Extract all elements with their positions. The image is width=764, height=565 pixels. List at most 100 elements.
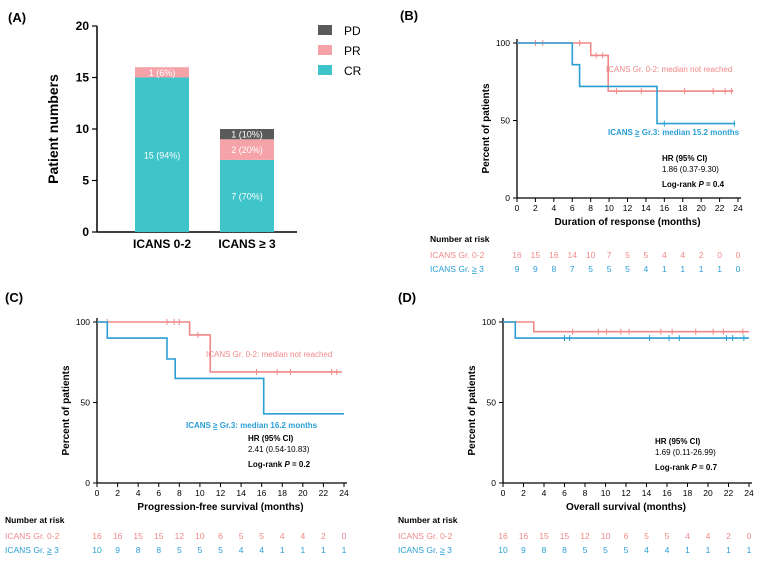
x-tick-label: 8 xyxy=(588,203,593,213)
annotation-ge: ≥ xyxy=(213,421,218,430)
label-text: 3 xyxy=(52,545,59,555)
risk-value: 10 xyxy=(498,545,508,555)
risk-value: 15 xyxy=(539,531,549,541)
label-text: 3 xyxy=(445,545,452,555)
label-text: ICANS Gr. xyxy=(398,545,440,555)
risk-row-label: ICANS Gr. 0-2 xyxy=(5,531,60,541)
series-annotation: ICANS ≥ Gr.3: median 15.2 months xyxy=(608,128,740,137)
risk-value: 8 xyxy=(542,545,547,555)
risk-value: 9 xyxy=(115,545,120,555)
x-tick-label: 8 xyxy=(583,488,588,498)
x-tick-label: 4 xyxy=(551,203,556,213)
panel-label: (D) xyxy=(398,290,416,305)
x-tick-label: 18 xyxy=(678,203,688,213)
bar-pr xyxy=(135,67,189,78)
risk-value: 8 xyxy=(136,545,141,555)
risk-value: 4 xyxy=(259,545,264,555)
hr-label: HR (95% CI) xyxy=(655,437,701,446)
risk-value: 1 xyxy=(680,264,685,274)
km-curve-gr02 xyxy=(97,321,342,373)
risk-value: 0 xyxy=(736,264,741,274)
y-tick-label: 100 xyxy=(76,317,90,327)
legend-label: PD xyxy=(344,24,361,38)
y-axis-title: Percent of patients xyxy=(61,365,72,455)
risk-value: 8 xyxy=(562,545,567,555)
risk-row-label: ICANS Gr. 0-2 xyxy=(398,531,453,541)
x-tick-label: 22 xyxy=(715,203,725,213)
risk-value: 16 xyxy=(519,531,529,541)
x-tick-label: 10 xyxy=(195,488,205,498)
y-axis-title: Patient numbers xyxy=(45,74,61,184)
risk-value: 2 xyxy=(699,250,704,260)
risk-table-title: Number at risk xyxy=(5,515,65,525)
series-annotation: ICANS Gr. 0-2: median not reached xyxy=(606,65,732,74)
risk-value: 1 xyxy=(717,264,722,274)
hr-value: 2.41 (0.54-10.83) xyxy=(248,445,310,454)
x-axis-title: Progression-free survival (months) xyxy=(137,502,303,513)
label-ge: ≥ xyxy=(47,545,52,555)
risk-table-title: Number at risk xyxy=(430,234,490,244)
risk-value: 4 xyxy=(662,250,667,260)
x-tick-label: 4 xyxy=(136,488,141,498)
p-symbol: P xyxy=(284,460,290,469)
y-tick-label: 0 xyxy=(491,478,496,488)
risk-row-label: ICANS Gr. ≥ 3 xyxy=(5,545,59,555)
risk-value: 0 xyxy=(717,250,722,260)
x-tick-label: 0 xyxy=(95,488,100,498)
y-axis-title: Percent of patients xyxy=(467,365,478,455)
bar-pr xyxy=(220,139,274,160)
x-axis-title: Overall survival (months) xyxy=(566,502,686,513)
x-tick-label: 0 xyxy=(501,488,506,498)
x-tick-label: 22 xyxy=(319,488,329,498)
x-tick-label: 10 xyxy=(604,203,614,213)
x-tick-label: 22 xyxy=(724,488,734,498)
risk-value: 9 xyxy=(533,264,538,274)
risk-row-label: ICANS Gr. ≥ 3 xyxy=(398,545,452,555)
x-tick-label: ICANS ≥ 3 xyxy=(218,237,276,251)
risk-value: 1 xyxy=(321,545,326,555)
risk-value: 1 xyxy=(699,264,704,274)
y-tick-label: 0 xyxy=(85,478,90,488)
risk-row-label: ICANS Gr. 0-2 xyxy=(430,250,485,260)
risk-value: 14 xyxy=(568,250,578,260)
panel-label: (A) xyxy=(8,10,26,25)
x-tick-label: 16 xyxy=(662,488,672,498)
risk-value: 0 xyxy=(342,531,347,541)
risk-value: 1 xyxy=(300,545,305,555)
annotation-text: ICANS xyxy=(186,421,213,430)
risk-value: 8 xyxy=(156,545,161,555)
logrank: Log-rank P = 0.2 xyxy=(248,460,311,469)
panel-label: (B) xyxy=(400,8,418,23)
series-annotation: ICANS ≥ Gr.3: median 16.2 months xyxy=(186,421,318,430)
logrank: Log-rank P = 0.4 xyxy=(662,180,725,189)
hr-value: 1.86 (0.37-9.30) xyxy=(662,165,719,174)
risk-value: 8 xyxy=(551,264,556,274)
risk-value: 4 xyxy=(665,545,670,555)
y-tick-label: 100 xyxy=(482,317,496,327)
series-annotation: ICANS Gr. 0-2: median not reached xyxy=(206,350,332,359)
legend-label: PR xyxy=(344,44,361,58)
risk-value: 1 xyxy=(685,545,690,555)
risk-value: 9 xyxy=(515,264,520,274)
x-tick-label: 24 xyxy=(339,488,349,498)
annotation-ge: ≥ xyxy=(635,128,640,137)
risk-value: 15 xyxy=(133,531,143,541)
risk-value: 16 xyxy=(92,531,102,541)
x-tick-label: 6 xyxy=(562,488,567,498)
risk-value: 4 xyxy=(239,545,244,555)
bar-data-label: 7 (70%) xyxy=(231,191,263,201)
x-tick-label: 18 xyxy=(683,488,693,498)
hr-label: HR (95% CI) xyxy=(662,154,708,163)
y-tick-label: 50 xyxy=(487,398,497,408)
km-curve-gr3 xyxy=(517,42,736,125)
bar-pd xyxy=(220,129,274,140)
bar-data-label: 2 (20%) xyxy=(231,145,263,155)
risk-row-label: ICANS Gr. ≥ 3 xyxy=(430,264,484,274)
risk-value: 7 xyxy=(570,264,575,274)
risk-value: 16 xyxy=(113,531,123,541)
panel-a: (A) 0 5 10 15 20 Patient numbers 15 (94%) 1 (6%)… xyxy=(8,10,362,251)
bar-cr xyxy=(135,77,189,232)
bar-data-label: 1 (6%) xyxy=(149,68,176,78)
